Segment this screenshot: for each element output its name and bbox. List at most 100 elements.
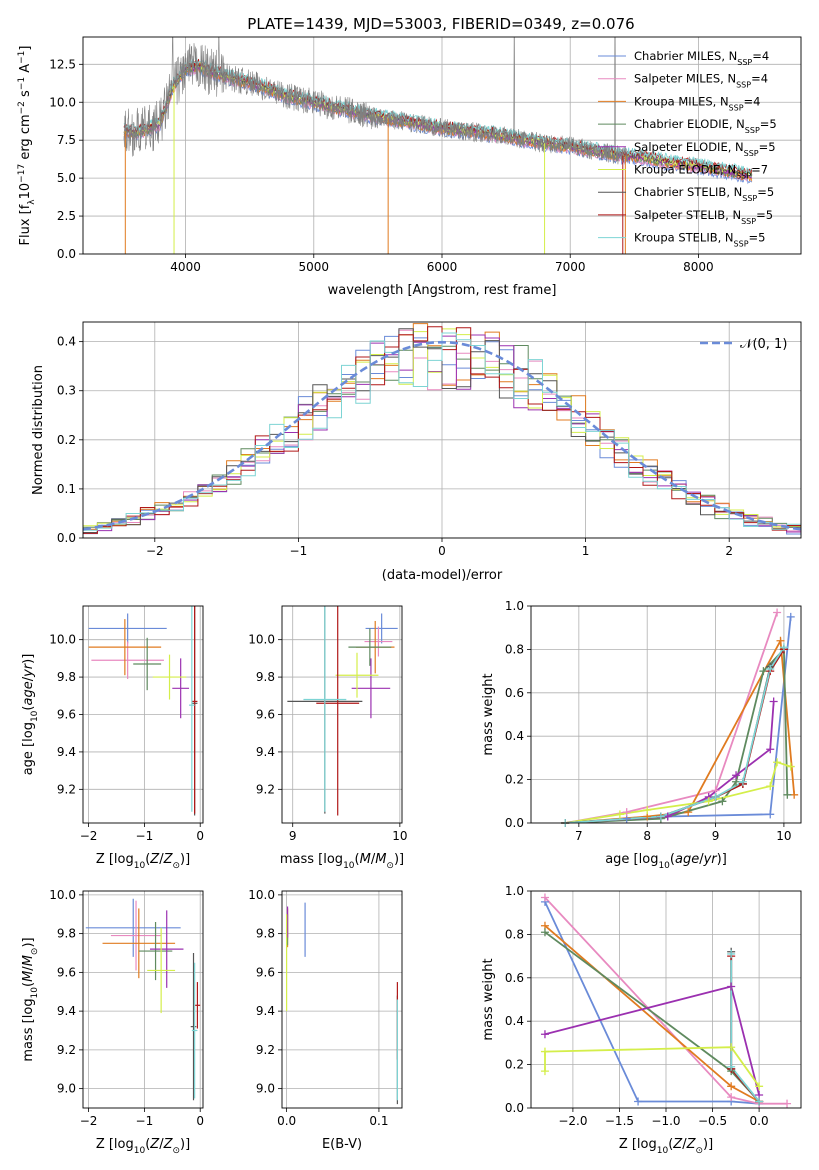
- x-axis-label: mass [log10(M/M⊙)]: [280, 852, 404, 871]
- x-tick-label: −1: [136, 1114, 154, 1128]
- x-label-part: /: [371, 852, 376, 867]
- y-label-part: −1: [17, 77, 27, 90]
- y-label-part: mass [log: [21, 998, 36, 1061]
- weight-marker: [738, 777, 747, 786]
- y-tick-label: 9.8: [57, 670, 76, 684]
- x-label-part: /: [159, 1137, 164, 1152]
- weight-marker: [759, 667, 768, 676]
- x-tick-label: −1.5: [605, 1114, 634, 1128]
- normal-curve: [83, 340, 801, 531]
- y-tick-label: 9.8: [256, 927, 275, 941]
- y-label-part: (: [21, 706, 36, 711]
- x-tick-label: 6000: [427, 260, 458, 274]
- weight-marker: [622, 808, 631, 817]
- weight-marker: [727, 949, 736, 958]
- y-label-part: −17: [17, 164, 27, 183]
- legend-suffix: =5: [760, 117, 777, 131]
- y-tick-label: 9.0: [57, 1082, 76, 1096]
- plot-area: [282, 891, 402, 1108]
- x-label-part: Z: [672, 1137, 683, 1152]
- x-label-part: /: [699, 852, 704, 867]
- x-tick-label: 8000: [683, 260, 714, 274]
- legend-entry: Kroupa ELODIE, NSSP=7: [634, 163, 768, 181]
- legend-entry: Salpeter ELODIE, NSSP=5: [634, 140, 776, 158]
- axes-mass-vs-EBV: 0.0 0.1 9.0 9.2 9.4 9.6 9.8 10.0 E(B-V): [248, 888, 403, 1152]
- y-label-part: −2: [17, 101, 27, 114]
- data-spectrum: [123, 37, 629, 165]
- y-axis-label: mass [log10(M/M⊙)]: [21, 937, 40, 1061]
- x-label-part: Z: [686, 1137, 697, 1152]
- x-label-part: (: [145, 852, 150, 867]
- legend-text: Salpeter MILES, N: [634, 72, 736, 86]
- weight-marker: [540, 1047, 549, 1056]
- y-tick-label: 9.8: [57, 927, 76, 941]
- x-label-part: /: [682, 1137, 687, 1152]
- x-tick-label: 9: [289, 829, 297, 843]
- y-tick-label: 0.4: [505, 729, 524, 743]
- legend-entry: Chabrier ELODIE, NSSP=5: [634, 117, 777, 135]
- legend-suffix: =4: [752, 49, 769, 63]
- weight-marker: [656, 812, 665, 821]
- y-tick-label: 0.0: [505, 816, 524, 830]
- legend-sub: SSP: [736, 171, 751, 180]
- y-label-part: s: [18, 90, 33, 101]
- weight-marker: [766, 745, 775, 754]
- x-tick-label: −1.0: [651, 1114, 680, 1128]
- y-tick-label: 0.1: [57, 482, 76, 496]
- x-label-part: )]: [180, 1137, 190, 1152]
- legend-entry: 𝒩(0, 1): [740, 337, 787, 352]
- y-tick-label: 0.2: [505, 1058, 524, 1072]
- plot-area: [83, 37, 801, 254]
- weight-marker: [783, 790, 792, 799]
- y-tick-label: 10.0: [248, 888, 275, 902]
- weight-marker: [766, 810, 775, 819]
- x-label-part: M: [360, 852, 371, 867]
- legend-suffix: =5: [757, 185, 774, 199]
- y-label-part: 10: [30, 987, 40, 999]
- x-axis-label: Z [log10(Z/Z⊙)]: [619, 1137, 713, 1156]
- legend-text: Chabrier ELODIE, N: [634, 117, 745, 131]
- weight-marker: [773, 758, 782, 767]
- x-tick-label: 9: [712, 829, 720, 843]
- y-tick-label: 0.0: [505, 1101, 524, 1115]
- y-tick-label: 0.6: [505, 971, 524, 985]
- x-label-part: Z [log: [96, 852, 134, 867]
- x-axis-label: (data-model)/error: [382, 568, 503, 583]
- grid: [83, 37, 801, 254]
- x-axis-label: wavelength [Angstrom, rest frame]: [328, 283, 557, 298]
- x-tick-label: 0.0: [277, 1114, 296, 1128]
- legend-entry: Salpeter STELIB, NSSP=5: [634, 208, 773, 226]
- x-tick-label: −2.0: [558, 1114, 587, 1128]
- x-tick-label: 0: [196, 829, 204, 843]
- weight-marker: [769, 697, 778, 706]
- y-label-part: )]: [21, 937, 36, 947]
- y-tick-label: 0.6: [505, 686, 524, 700]
- y-tick-label: 9.6: [57, 708, 76, 722]
- y-label-part: age: [21, 681, 36, 705]
- y-label-part: Flux [f: [18, 204, 33, 245]
- x-label-part: Z: [149, 852, 160, 867]
- x-label-part: M: [375, 852, 386, 867]
- axes-mass-vs-Z: −2 −1 09.09.29.49.69.810.0Z [log10(Z/Z⊙)]m…: [21, 888, 204, 1156]
- weight-marker: [615, 810, 624, 819]
- x-tick-label: −1: [136, 829, 154, 843]
- y-tick-label: 9.4: [256, 1004, 275, 1018]
- y-tick-label: 10.0: [248, 633, 275, 647]
- weight-marker: [766, 782, 775, 791]
- axes-frame: [82, 36, 802, 255]
- y-tick-label: 10.0: [49, 888, 76, 902]
- y-label-part: −1: [17, 51, 27, 64]
- x-tick-label: −0.5: [698, 1114, 727, 1128]
- x-label-part: Z: [149, 1137, 160, 1152]
- legend-text: Salpeter STELIB, N: [634, 208, 741, 222]
- y-tick-label: 0.4: [505, 1014, 524, 1028]
- y-tick-label: 9.2: [57, 782, 76, 796]
- weight-marker: [727, 1062, 736, 1071]
- y-tick-label: 9.6: [256, 708, 275, 722]
- legend-suffix: =5: [749, 231, 766, 245]
- weight-marker: [783, 1099, 792, 1108]
- x-axis-label: age [log10(age/yr)]: [605, 852, 727, 871]
- axes-frame: [530, 890, 802, 1109]
- x-label-part: age: [675, 852, 699, 867]
